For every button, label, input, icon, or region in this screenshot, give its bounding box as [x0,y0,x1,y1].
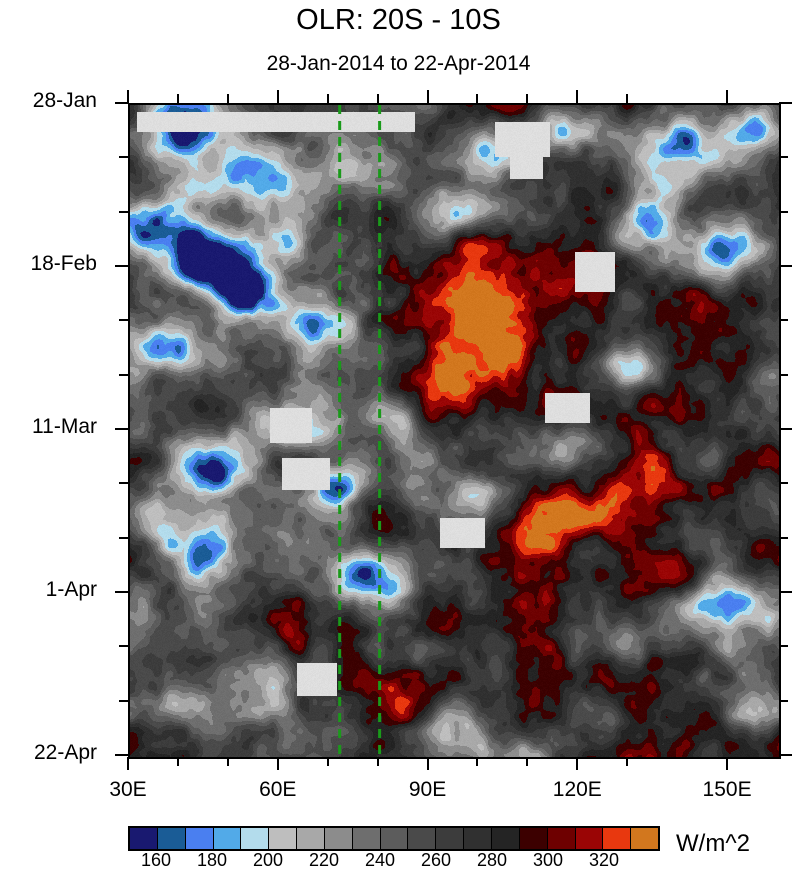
colorbar-swatch-6[interactable] [297,828,325,849]
colorbar-label-4: 240 [364,850,396,870]
y-axis-major-tick [115,265,128,267]
y-axis-minor-tick [119,482,128,485]
x-axis-major-tick [426,757,429,770]
colorbar[interactable] [128,826,660,851]
y-axis-minor-tick-right [779,373,788,376]
y-axis-major-tick [115,591,128,593]
y-axis-minor-tick [119,536,128,539]
y-axis-major-tick-right [779,754,792,756]
x-axis-minor-tick-top [376,94,379,103]
y-axis-major-tick-right [779,265,792,267]
x-axis-major-tick-top [726,90,729,103]
x-axis-major-tick-top [426,90,429,103]
colorbar-swatch-8[interactable] [352,828,381,849]
colorbar-swatch-4[interactable] [241,828,270,849]
y-axis-minor-tick-right [779,536,788,539]
colorbar-label-5: 260 [420,850,452,870]
colorbar-swatch-7[interactable] [324,828,353,849]
x-axis-minor-tick [626,757,629,766]
colorbar-label-7: 300 [532,850,564,870]
y-axis-label-1: 18-Feb [30,252,97,275]
colorbar-label-2: 200 [252,850,284,870]
x-axis-minor-tick [326,757,329,766]
y-axis-label-4: 22-Apr [33,741,97,764]
colorbar-swatch-1[interactable] [157,828,186,849]
hovmoller-plot-area[interactable] [128,103,781,759]
x-axis-minor-tick [526,757,529,766]
x-axis-minor-tick [226,757,229,766]
colorbar-swatch-2[interactable] [185,828,214,849]
colorbar-swatch-17[interactable] [603,828,632,849]
y-axis-minor-tick [119,210,128,213]
colorbar-label-1: 180 [196,850,228,870]
colorbar-label-0: 160 [140,850,172,870]
colorbar-label-3: 220 [308,850,340,870]
y-axis-minor-tick [119,319,128,322]
y-axis-major-tick-right [779,102,792,104]
x-axis-label-3: 120E [552,778,602,801]
colorbar-swatch-12[interactable] [464,828,492,849]
y-axis-minor-tick-right [779,699,788,702]
y-axis-label-2: 11-Mar [32,415,97,438]
x-axis-major-tick [127,757,129,770]
y-axis-major-tick-right [779,591,792,593]
x-axis-label-0: 30E [109,778,147,801]
y-axis-minor-tick [119,645,128,648]
colorbar-swatch-10[interactable] [408,828,437,849]
x-axis-major-tick [276,757,279,770]
y-axis-minor-tick-right [779,156,788,159]
y-axis-minor-tick [119,373,128,376]
colorbar-swatch-14[interactable] [519,828,548,849]
colorbar-swatch-16[interactable] [575,828,604,849]
y-axis-major-tick [115,428,128,430]
date-range-subtitle: 28-Jan-2014 to 22-Apr-2014 [266,52,531,75]
colorbar-units-label: W/m^2 [676,830,750,857]
y-axis-minor-tick-right [779,210,788,213]
colorbar-swatch-9[interactable] [380,828,409,849]
y-axis-major-tick [115,102,128,104]
y-axis-label-0: 28-Jan [32,89,97,112]
colorbar-label-8: 320 [588,850,620,870]
x-axis-minor-tick [176,757,179,766]
x-axis-minor-tick-top [526,94,529,103]
x-axis-label-1: 60E [259,778,297,801]
colorbar-swatch-0[interactable] [130,828,158,849]
colorbar-swatch-5[interactable] [269,828,298,849]
colorbar-swatch-3[interactable] [213,828,242,849]
x-axis-major-tick [576,757,579,770]
colorbar-label-6: 280 [476,850,508,870]
x-axis-minor-tick-top [226,94,229,103]
x-axis-major-tick-top [127,90,129,103]
x-axis-minor-tick-top [626,94,629,103]
x-axis-major-tick [726,757,729,770]
x-axis-label-2: 90E [408,778,447,801]
colorbar-swatch-11[interactable] [436,828,465,849]
y-axis-minor-tick [119,156,128,159]
x-axis-major-tick-top [276,90,279,103]
x-axis-label-4: 150E [702,778,752,801]
x-axis-minor-tick-top [176,94,179,103]
y-axis-minor-tick-right [779,319,788,322]
y-axis-label-3: 1-Apr [45,578,97,601]
x-axis-minor-tick-top [476,94,479,103]
page-title: OLR: 20S - 10S [296,4,501,36]
x-axis-major-tick-top [576,90,579,103]
olr-heatmap-canvas [130,105,779,757]
y-axis-minor-tick [119,699,128,702]
y-axis-major-tick-right [779,428,792,430]
y-axis-minor-tick-right [779,645,788,648]
y-axis-major-tick [115,754,128,756]
y-axis-minor-tick-right [779,482,788,485]
x-axis-minor-tick [476,757,479,766]
colorbar-swatch-18[interactable] [631,828,659,849]
colorbar-swatch-13[interactable] [491,828,520,849]
x-axis-minor-tick-top [326,94,329,103]
x-axis-minor-tick [376,757,379,766]
colorbar-swatch-15[interactable] [547,828,576,849]
